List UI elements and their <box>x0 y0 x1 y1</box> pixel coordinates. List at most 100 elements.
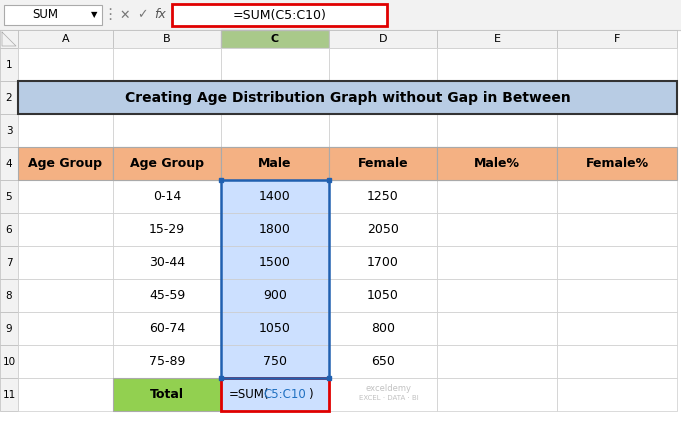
Text: fx: fx <box>154 8 166 21</box>
Text: Total: Total <box>150 388 184 401</box>
Bar <box>557 81 677 114</box>
Text: ✕: ✕ <box>120 8 130 21</box>
Bar <box>113 30 221 48</box>
Bar <box>18 213 113 246</box>
Bar <box>329 114 437 147</box>
Text: 75-89: 75-89 <box>149 355 185 368</box>
Bar <box>113 81 221 114</box>
Text: 750: 750 <box>263 355 287 368</box>
Bar <box>113 180 221 213</box>
Text: 45-59: 45-59 <box>149 289 185 302</box>
Bar <box>557 30 677 48</box>
Bar <box>221 312 329 345</box>
Text: =SUM(: =SUM( <box>229 388 270 401</box>
Text: Age Group: Age Group <box>29 157 103 170</box>
Text: 6: 6 <box>5 225 12 234</box>
Bar <box>18 114 113 147</box>
Text: C: C <box>271 34 279 44</box>
Bar <box>329 147 437 180</box>
Text: 8: 8 <box>5 290 12 301</box>
Text: 2050: 2050 <box>367 223 399 236</box>
Bar <box>113 48 221 81</box>
Bar <box>18 147 113 180</box>
Bar <box>221 279 329 312</box>
Text: Female: Female <box>358 157 409 170</box>
Text: E: E <box>494 34 501 44</box>
Text: 1400: 1400 <box>259 190 291 203</box>
Text: SUM: SUM <box>32 8 58 21</box>
Bar <box>557 147 677 180</box>
Text: ▼: ▼ <box>91 11 97 20</box>
Text: Female%: Female% <box>586 157 648 170</box>
Bar <box>437 147 557 180</box>
Bar <box>18 48 113 81</box>
Bar <box>0 0 681 30</box>
Bar <box>437 30 557 48</box>
Bar <box>557 345 677 378</box>
Bar <box>437 279 557 312</box>
Bar <box>437 345 557 378</box>
Bar <box>329 246 437 279</box>
Bar <box>113 114 221 147</box>
Text: Creating Age Distribution Graph without Gap in Between: Creating Age Distribution Graph without … <box>125 91 571 104</box>
Bar <box>0 378 18 411</box>
Text: ⋮: ⋮ <box>102 8 118 23</box>
Text: Male: Male <box>151 157 184 170</box>
Text: EXCEL · DATA · BI: EXCEL · DATA · BI <box>359 395 419 401</box>
Bar <box>329 81 437 114</box>
Bar <box>329 147 437 180</box>
Text: 60-74: 60-74 <box>149 322 185 335</box>
Text: 800: 800 <box>371 322 395 335</box>
Text: B: B <box>163 34 171 44</box>
Bar <box>221 114 329 147</box>
Text: Male%: Male% <box>360 157 406 170</box>
Text: 2: 2 <box>5 92 12 103</box>
Bar <box>113 213 221 246</box>
Bar <box>329 147 437 180</box>
Text: exceldemy: exceldemy <box>366 384 412 392</box>
Bar <box>18 312 113 345</box>
Bar <box>221 180 329 213</box>
Bar <box>221 378 329 411</box>
Bar <box>437 81 557 114</box>
Bar <box>221 147 329 180</box>
Text: ✓: ✓ <box>137 8 147 21</box>
Bar <box>113 345 221 378</box>
Bar <box>113 312 221 345</box>
Bar <box>219 178 223 182</box>
Bar <box>329 213 437 246</box>
Bar <box>557 213 677 246</box>
Text: 1050: 1050 <box>367 289 399 302</box>
Bar <box>18 378 113 411</box>
Bar <box>18 246 113 279</box>
Bar <box>329 345 437 378</box>
Text: 4: 4 <box>5 159 12 169</box>
Bar <box>18 279 113 312</box>
Text: 1: 1 <box>5 59 12 70</box>
Bar <box>557 246 677 279</box>
Bar <box>557 378 677 411</box>
Bar <box>221 378 329 411</box>
Bar <box>0 48 18 81</box>
Text: A: A <box>62 34 69 44</box>
Bar <box>557 312 677 345</box>
Text: Male%: Male% <box>474 157 520 170</box>
Bar <box>437 48 557 81</box>
Bar <box>0 180 18 213</box>
Bar <box>221 246 329 279</box>
Text: Age Group: Age Group <box>130 157 204 170</box>
Bar <box>437 114 557 147</box>
Text: F: F <box>614 34 620 44</box>
Bar <box>0 279 18 312</box>
Bar <box>18 30 113 48</box>
Bar <box>437 246 557 279</box>
Bar <box>18 180 113 213</box>
Bar <box>557 114 677 147</box>
Text: 1700: 1700 <box>367 256 399 269</box>
Bar <box>18 81 113 114</box>
Bar <box>557 279 677 312</box>
Bar <box>113 378 221 411</box>
Text: 30-44: 30-44 <box>149 256 185 269</box>
Bar <box>329 312 437 345</box>
Bar <box>221 213 329 246</box>
